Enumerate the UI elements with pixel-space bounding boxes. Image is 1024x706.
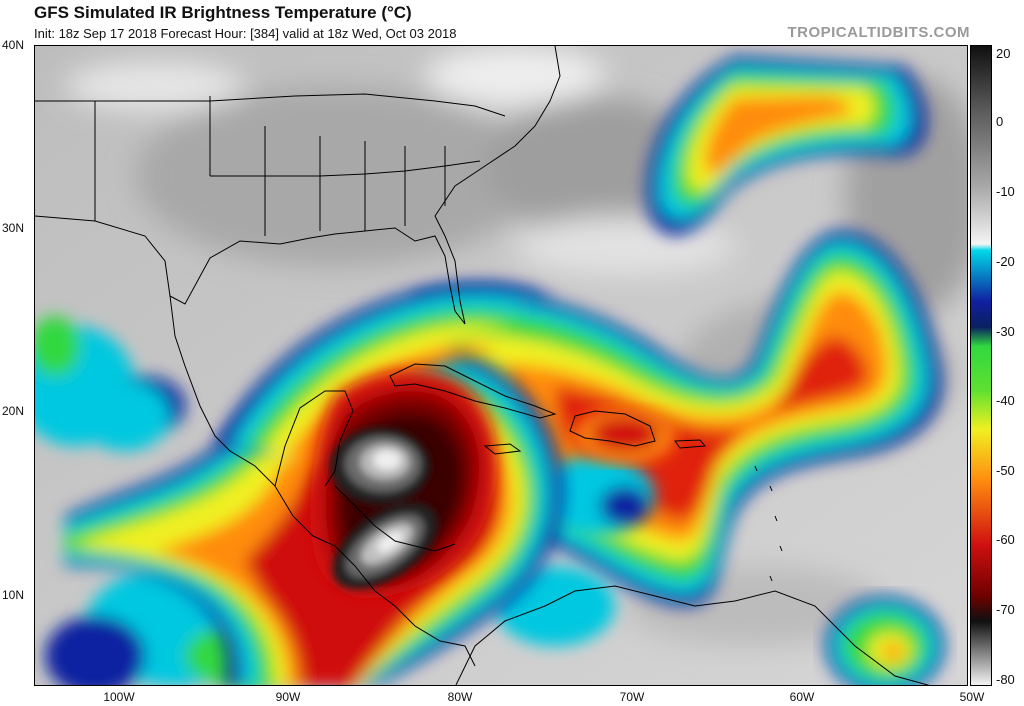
- lat-label-40n: 40N: [2, 38, 25, 52]
- pacific-cloud-fields: [35, 316, 655, 685]
- lat-label-30n: 30N: [2, 221, 25, 235]
- lat-label-10n: 10N: [2, 588, 25, 602]
- map-canvas: [35, 46, 967, 685]
- brand-watermark[interactable]: TROPICALTIDBITS.COM: [787, 24, 970, 41]
- lon-label-100w: 100W: [103, 690, 135, 704]
- chart-title: GFS Simulated IR Brightness Temperature …: [34, 3, 412, 22]
- atlantic-cloud-band: [646, 56, 927, 235]
- colorbar-gradient: [971, 46, 991, 685]
- ir-satellite-map: [34, 45, 968, 686]
- colorbar-label-20: 20: [996, 46, 1011, 61]
- temperature-colorbar: [970, 45, 992, 686]
- eyewall-cold-tops: [330, 428, 438, 590]
- colorbar-label-minus-20: -20: [996, 254, 1015, 269]
- lon-label-80w: 80W: [447, 690, 473, 704]
- lon-label-50w: 50W: [959, 690, 985, 704]
- colorbar-label-minus-60: -60: [996, 532, 1015, 547]
- lon-label-90w: 90W: [275, 690, 301, 704]
- lon-label-70w: 70W: [619, 690, 645, 704]
- chart-subtitle: Init: 18z Sep 17 2018 Forecast Hour: [38…: [34, 26, 457, 41]
- colorbar-label-minus-50: -50: [996, 463, 1015, 478]
- hispaniola-convection: [575, 408, 675, 464]
- colorbar-label-minus-40: -40: [996, 393, 1015, 408]
- colorbar-label-minus-80: -80: [996, 672, 1015, 687]
- colorbar-label-minus-30: -30: [996, 324, 1015, 339]
- colorbar-label-0: 0: [996, 114, 1004, 129]
- southeast-atlantic-blob: [825, 596, 945, 685]
- colorbar-label-minus-70: -70: [996, 602, 1015, 617]
- lon-label-60w: 60W: [789, 690, 815, 704]
- colorbar-label-minus-10: -10: [996, 184, 1015, 199]
- coastline-outlines: [35, 46, 930, 685]
- lat-label-20n: 20N: [2, 404, 25, 418]
